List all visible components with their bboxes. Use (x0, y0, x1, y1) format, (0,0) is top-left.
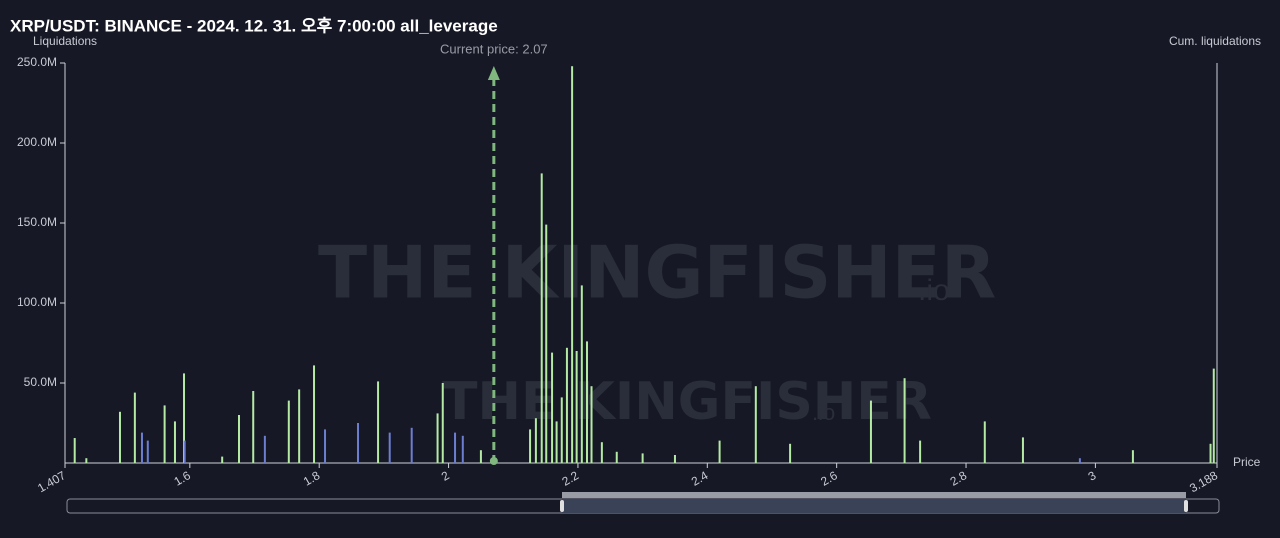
current-price-label: Current price: 2.07 (440, 41, 548, 56)
bar (133, 392, 136, 463)
watermark: THE KINGFISHER (318, 231, 996, 315)
slider-right-handle[interactable] (1184, 500, 1188, 512)
y-tick-label: 50.0M (24, 375, 57, 389)
bar (454, 432, 457, 463)
bar (377, 381, 380, 463)
bar (534, 418, 537, 463)
bar (575, 351, 578, 463)
bar (140, 432, 143, 463)
bar (919, 440, 922, 463)
bar (555, 421, 558, 463)
bar (1021, 437, 1024, 463)
bar (118, 411, 121, 463)
bar (73, 438, 76, 463)
watermark: THE KINGFISHER (442, 372, 932, 432)
bar (252, 391, 255, 463)
x-tick-label: 3 (1086, 468, 1099, 484)
bar (163, 405, 166, 463)
bar (313, 365, 316, 463)
watermark-suffix: .io (812, 400, 835, 425)
bar (545, 224, 548, 463)
bar (263, 435, 266, 463)
x-tick-label: 2.2 (560, 468, 582, 489)
y-axis-label: Liquidations (33, 34, 97, 48)
x-tick-label: 2.8 (948, 468, 970, 489)
bar (388, 432, 391, 463)
x-axis-label: Price (1233, 455, 1261, 469)
x-tick-label: 1.6 (171, 468, 193, 489)
bar (615, 451, 618, 463)
slider-selection (562, 499, 1186, 513)
bar (146, 440, 149, 463)
bar (529, 429, 532, 463)
bar (85, 458, 88, 463)
bar (324, 429, 327, 463)
bar (173, 421, 176, 463)
bar (183, 373, 186, 463)
y2-axis-label: Cum. liquidations (1169, 34, 1261, 48)
x-tick-label: 2.4 (689, 468, 711, 489)
bar (600, 442, 603, 463)
bar (718, 440, 721, 463)
bar (183, 440, 186, 463)
bar (237, 415, 240, 463)
bar (551, 352, 554, 463)
bar (357, 423, 360, 463)
range-slider[interactable] (66, 492, 1220, 514)
x-tick-label: 1.8 (301, 468, 323, 489)
bar (585, 341, 588, 463)
current-price-dot (489, 457, 498, 465)
current-price-arrow (487, 66, 500, 80)
x-tick-label: 2.6 (818, 468, 840, 489)
bar (641, 453, 644, 463)
y-tick-label: 200.0M (17, 135, 57, 149)
bar (673, 455, 676, 463)
watermark-suffix: .io (918, 274, 950, 307)
bar (479, 450, 482, 463)
bar (298, 389, 301, 463)
bar (983, 421, 986, 463)
bar (1131, 450, 1134, 463)
y-tick-label: 100.0M (17, 295, 57, 309)
slider-handle-bar[interactable] (562, 492, 1186, 498)
bar (590, 386, 593, 463)
bar (565, 347, 568, 463)
bar (436, 413, 439, 463)
x-tick-label: 2 (439, 468, 452, 484)
x-tick-label: 3.188 (1187, 468, 1220, 495)
bar (441, 383, 444, 463)
bar (571, 66, 574, 463)
chart-title: XRP/USDT: BINANCE - 2024. 12. 31. 오후 7:0… (10, 15, 498, 35)
bar (1078, 458, 1081, 463)
bar (560, 397, 563, 463)
slider-left-handle[interactable] (560, 500, 564, 512)
bar (903, 378, 906, 463)
bar (1212, 368, 1215, 463)
bar (461, 435, 464, 463)
bar (221, 456, 224, 463)
y-tick-label: 250.0M (17, 55, 57, 69)
bar (789, 443, 792, 463)
bar (1209, 443, 1212, 463)
bar (754, 386, 757, 463)
x-tick-label: 1.407 (35, 468, 68, 495)
bar (580, 285, 583, 463)
bar (410, 427, 413, 463)
y-tick-label: 150.0M (17, 215, 57, 229)
bar (287, 400, 290, 463)
bar (869, 400, 872, 463)
bar (540, 173, 543, 463)
